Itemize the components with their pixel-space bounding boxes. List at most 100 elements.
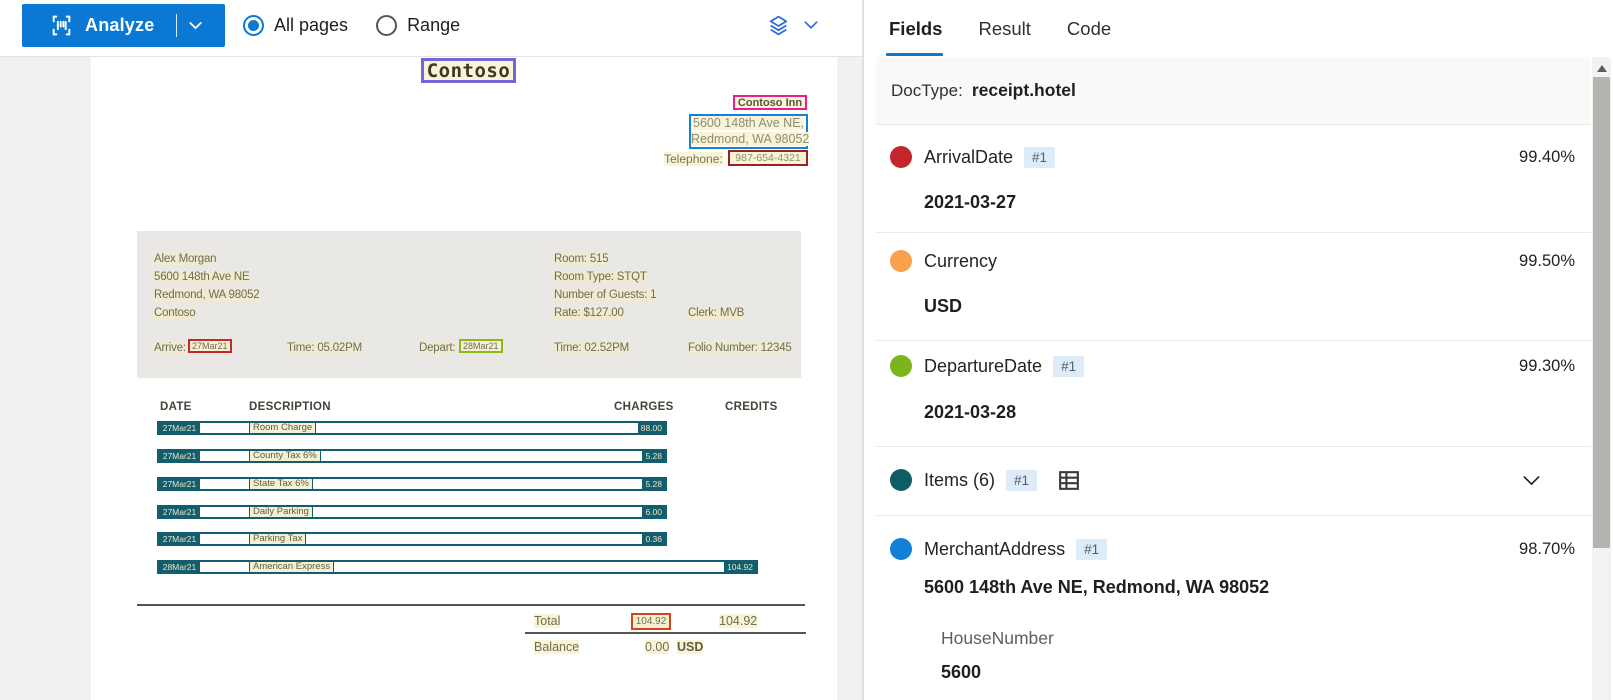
item-row-annotation[interactable]: 27Mar21 Room Charge 88.00 — [157, 421, 667, 435]
item-amount-box: 0.36 — [642, 534, 665, 544]
field-row-arrivaldate[interactable]: ArrivalDate #1 99.40% 2021-03-27 — [876, 125, 1591, 233]
departure-date-annotation-box[interactable]: 28Mar21 — [459, 339, 503, 353]
item-row-annotation[interactable]: 27Mar21 County Tax 6% 5.28 — [157, 449, 667, 463]
item-date-box: 28Mar21 — [159, 562, 200, 572]
item-description-box: Daily Parking — [249, 506, 313, 518]
field-color-dot — [890, 250, 912, 272]
total-annotation-box[interactable]: 104.92 — [631, 613, 671, 630]
item-amount-box: 6.00 — [642, 507, 665, 517]
table-header-description: DESCRIPTION — [249, 401, 331, 413]
merchant-logo-text: Contoso — [426, 59, 511, 82]
guest-address-line1: 5600 148th Ave NE — [154, 271, 250, 283]
number-of-guests: Number of Guests: 1 — [554, 289, 657, 301]
table-grid-icon[interactable] — [1056, 468, 1082, 493]
item-description-box: Room Charge — [249, 422, 317, 434]
field-name: MerchantAddress — [924, 538, 1066, 559]
item-amount-box: 104.92 — [724, 562, 756, 572]
folio-number: Folio Number: 12345 — [688, 342, 792, 354]
guest-name: Alex Morgan — [154, 253, 217, 265]
results-panel: Fields Result Code DocType: receipt.hote… — [864, 0, 1613, 700]
merchant-name-annotation-box[interactable]: Contoso Inn — [733, 95, 807, 110]
field-row-items[interactable]: Items (6) #1 — [876, 447, 1591, 516]
room-rate: Rate: $127.00 — [554, 307, 624, 319]
receipt-page: Contoso Contoso Inn 5600 148th Ave NE, R… — [91, 57, 837, 700]
barcode-scan-icon — [49, 13, 74, 38]
radio-range-circle-icon — [376, 14, 398, 36]
panel-scrollbar[interactable] — [1592, 57, 1611, 700]
field-color-dot — [890, 469, 912, 491]
field-confidence: 98.70% — [1519, 539, 1575, 558]
balance-line: Balance 0.00 USD — [91, 640, 837, 655]
radio-range-label: Range — [407, 14, 461, 35]
guest-address-line2: Redmond, WA 98052 — [154, 289, 260, 301]
table-header-charges: CHARGES — [614, 401, 674, 413]
item-row-annotation[interactable]: 27Mar21 State Tax 6% 5.28 — [157, 477, 667, 491]
field-confidence: 99.40% — [1519, 147, 1575, 166]
logo-annotation-box[interactable]: Contoso — [421, 58, 516, 83]
doctype-label: DocType: — [891, 80, 963, 100]
tab-fields[interactable]: Fields — [885, 0, 944, 57]
document-viewer[interactable]: Contoso Contoso Inn 5600 148th Ave NE, R… — [0, 57, 862, 700]
field-name: Items (6) — [924, 469, 996, 490]
field-header: ArrivalDate #1 99.40% — [890, 145, 1575, 169]
layer-tools — [766, 0, 820, 50]
field-color-dot — [890, 146, 912, 168]
analyze-toolbar: Analyze All pages Range — [0, 0, 862, 57]
layers-dropdown-chevron-icon[interactable] — [802, 16, 820, 34]
room-type: Room Type: STQT — [554, 271, 647, 283]
field-name: DepartureDate — [924, 355, 1043, 376]
telephone-annotation-box[interactable]: 987-654-4321 — [728, 150, 808, 166]
radio-range[interactable]: Range — [376, 14, 461, 36]
field-row-merchantaddress[interactable]: MerchantAddress #1 98.70% 5600 148th Ave… — [876, 516, 1591, 700]
radio-all-pages-label: All pages — [274, 14, 349, 35]
fields-list: DocType: receipt.hotel ArrivalDate #1 99… — [876, 57, 1591, 700]
analyze-button[interactable]: Analyze — [22, 4, 225, 47]
scrollbar-up-arrow-icon[interactable] — [1596, 65, 1607, 72]
merchant-address-annotation-box[interactable]: 5600 148th Ave NE, Redmond, WA 98052 — [689, 114, 810, 149]
total-label: Total — [534, 614, 561, 628]
subfield-name: HouseNumber — [941, 628, 1054, 648]
total-separator-rule — [137, 604, 805, 606]
field-name: Currency — [924, 250, 998, 271]
balance-label: Balance — [534, 640, 580, 654]
item-date-box: 27Mar21 — [159, 507, 200, 517]
guest-info-box: Alex Morgan 5600 148th Ave NE Redmond, W… — [137, 231, 801, 378]
item-description-box: State Tax 6% — [249, 478, 313, 490]
arrival-date-annotation-box[interactable]: 27Mar21 — [188, 339, 232, 353]
item-amount-box: 88.00 — [637, 423, 665, 433]
balance-separator-rule — [525, 632, 806, 634]
expand-items-chevron-icon[interactable] — [1520, 469, 1543, 492]
analyze-dropdown-chevron-icon[interactable] — [187, 17, 204, 34]
field-header: DepartureDate #1 99.30% — [890, 354, 1575, 378]
item-amount-box: 5.28 — [642, 479, 665, 489]
depart-line: Depart: — [419, 342, 456, 354]
layers-icon[interactable] — [766, 13, 791, 38]
item-row-annotation[interactable]: 28Mar21 American Express 104.92 — [157, 560, 758, 574]
field-value: 2021-03-28 — [924, 402, 1017, 422]
arrive-time: Time: 05.02PM — [287, 342, 362, 354]
document-pane: Analyze All pages Range — [0, 0, 864, 700]
field-row-departuredate[interactable]: DepartureDate #1 99.30% 2021-03-28 — [876, 341, 1591, 447]
item-row-annotation[interactable]: 27Mar21 Parking Tax 0.36 — [157, 532, 667, 546]
item-row-annotation[interactable]: 27Mar21 Daily Parking 6.00 — [157, 505, 667, 519]
depart-time: Time: 02.52PM — [554, 342, 629, 354]
scrollbar-thumb[interactable] — [1593, 77, 1610, 548]
tab-result[interactable]: Result — [978, 17, 1031, 39]
analyze-button-label: Analyze — [85, 15, 155, 35]
telephone-line: Telephone: 987-654-4321 — [91, 150, 837, 166]
field-value: 2021-03-27 — [924, 192, 1017, 212]
tab-code[interactable]: Code — [1066, 17, 1112, 39]
field-value: 5600 148th Ave NE, Redmond, WA 98052 — [924, 577, 1270, 597]
item-date-box: 27Mar21 — [159, 479, 200, 489]
field-header: Items (6) #1 — [890, 468, 1575, 492]
radio-all-pages[interactable]: All pages — [243, 14, 349, 36]
field-color-dot — [890, 538, 912, 560]
results-tabs: Fields Result Code — [885, 0, 1147, 57]
merchant-address-line2: Redmond, WA 98052 — [691, 131, 810, 146]
item-description-box: County Tax 6% — [249, 450, 321, 462]
subfield-value: 5600 — [941, 662, 982, 682]
field-row-currency[interactable]: Currency 99.50% USD — [876, 233, 1591, 341]
total-credits-value: 104.92 — [719, 614, 758, 628]
field-name: ArrivalDate — [924, 146, 1014, 167]
